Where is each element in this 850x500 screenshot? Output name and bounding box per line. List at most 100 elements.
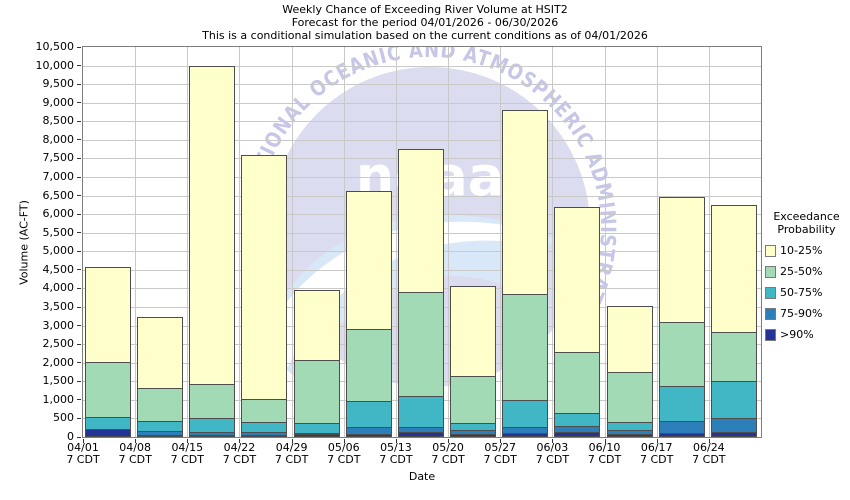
x-tick-label: 05/20 7 CDT [418, 442, 478, 466]
bar-segment-06-10-25to50 [606, 371, 653, 424]
x-tick-time: 7 CDT [587, 453, 622, 466]
legend-item: 75-90% [765, 308, 850, 320]
x-tick-label: 04/08 7 CDT [105, 442, 165, 466]
legend-item: 50-75% [765, 287, 850, 299]
x-tick-date: 04/29 [275, 441, 308, 454]
plot-inner: NATIONAL OCEANIC AND ATMOSPHERIC ADMINIS… [83, 47, 761, 437]
x-tick [552, 439, 554, 443]
y-tick-label: 7,500 [42, 151, 75, 165]
y-tick [77, 325, 81, 327]
legend-swatch [765, 266, 776, 278]
y-tick-label: 500 [53, 411, 74, 425]
bar-segment-05-06-25to50 [345, 329, 392, 403]
y-tick-label: 4,000 [42, 281, 75, 295]
bar-segment-06-10-50to75 [606, 422, 653, 431]
bar-segment-04-22-10to25 [241, 154, 288, 400]
x-tick-label: 05/27 7 CDT [470, 442, 530, 466]
x-tick [187, 439, 189, 443]
x-tick-label: 04/01 7 CDT [53, 442, 113, 466]
bar-segment-06-17-25to50 [658, 322, 705, 388]
bar-segment-05-06-75to90 [345, 427, 392, 435]
y-tick-label: 8,500 [42, 114, 75, 128]
bar-segment-05-13-50to75 [397, 396, 444, 429]
watermark-swoosh-icon [258, 214, 555, 379]
bar-segment-04-15-10to25 [189, 65, 236, 385]
x-tick-date: 05/27 [484, 441, 517, 454]
y-tick-label: 9,000 [42, 95, 75, 109]
bar-segment-04-01-25to50 [85, 361, 131, 419]
y-tick [77, 436, 81, 438]
y-tick-label: 1,500 [42, 374, 75, 388]
y-tick-label: 9,500 [42, 77, 75, 91]
bar-segment-04-29-25to50 [293, 360, 340, 424]
y-tick-label: 10,500 [35, 40, 75, 53]
bar-segment-05-20-25to50 [450, 375, 497, 424]
bar-segment-05-06-10to25 [345, 190, 392, 331]
chart-title-line-1: Weekly Chance of Exceeding River Volume … [282, 3, 568, 16]
bar-segment-05-13-25to50 [397, 292, 444, 398]
y-tick [77, 139, 81, 141]
x-tick-date: 05/13 [380, 441, 412, 454]
legend-swatch [765, 329, 776, 341]
y-tick-label: 8,000 [42, 132, 75, 146]
gridline-vertical [708, 47, 710, 437]
x-tick [291, 439, 293, 443]
x-tick-date: 04/22 [223, 441, 256, 454]
legend-label: 25-50% [780, 265, 823, 278]
x-tick-date: 04/01 [67, 441, 99, 454]
x-tick-date: 06/24 [692, 441, 725, 454]
y-tick [77, 269, 81, 271]
bar-segment-05-20-50to75 [450, 423, 497, 432]
x-tick-label: 06/24 7 CDT [679, 442, 739, 466]
legend-title-line-1: Exceedance [773, 210, 840, 223]
gridline-horizontal [83, 65, 761, 67]
chart-title-line-2: Forecast for the period 04/01/2026 - 06/… [291, 16, 559, 29]
y-tick-label: 10,000 [35, 58, 75, 72]
y-tick-label: 2,000 [42, 355, 75, 369]
x-tick-time: 7 CDT [170, 453, 204, 466]
bar-segment-06-10-10to25 [606, 305, 653, 373]
x-tick-time: 7 CDT [535, 453, 570, 466]
gridline-vertical [656, 47, 658, 437]
legend-label: 75-90% [780, 307, 823, 320]
x-axis-title: Date [408, 470, 436, 483]
y-tick [77, 417, 81, 419]
gridline-vertical [395, 47, 397, 437]
bar-segment-06-24-10to25 [710, 204, 757, 333]
bar-segment-04-01-50to75 [85, 417, 131, 430]
y-tick [77, 157, 81, 159]
x-tick-label: 06/03 7 CDT [522, 442, 582, 466]
bar-segment-06-03-25to50 [554, 351, 601, 415]
y-tick [77, 306, 81, 308]
gridline-vertical [135, 47, 137, 437]
x-tick [395, 439, 397, 443]
x-tick-time: 7 CDT [640, 453, 674, 466]
y-tick-label: 1,000 [42, 392, 75, 406]
bar-segment-06-03-10to25 [554, 207, 601, 353]
bar-segment-05-27-10to25 [502, 109, 549, 295]
gridline-vertical [448, 47, 450, 437]
gridline-vertical [291, 47, 293, 437]
bar-segment-06-17-75to90 [658, 420, 705, 435]
legend-label: 50-75% [780, 286, 823, 299]
y-tick-label: 6,500 [42, 188, 75, 202]
x-tick-label: 05/06 7 CDT [314, 442, 374, 466]
bar-segment-04-22-25to50 [241, 398, 288, 423]
x-tick-time: 7 CDT [274, 453, 309, 466]
y-tick [77, 176, 81, 178]
legend-swatch [765, 308, 776, 320]
x-tick-date: 06/10 [588, 441, 621, 454]
bar-segment-05-20-10to25 [450, 285, 497, 377]
legend: Exceedance Probability 10-25% 25-50% 50-75… [763, 210, 850, 341]
x-tick [135, 439, 137, 443]
x-tick-time: 7 CDT [692, 453, 726, 466]
y-tick [77, 195, 81, 197]
y-tick [77, 213, 81, 215]
y-tick [77, 46, 81, 48]
legend-item: 10-25% [765, 245, 850, 257]
x-tick [83, 439, 84, 443]
y-tick-label: 4,500 [42, 262, 75, 276]
legend-label: 10-25% [780, 244, 823, 257]
legend-title-line-2: Probability [777, 223, 836, 236]
